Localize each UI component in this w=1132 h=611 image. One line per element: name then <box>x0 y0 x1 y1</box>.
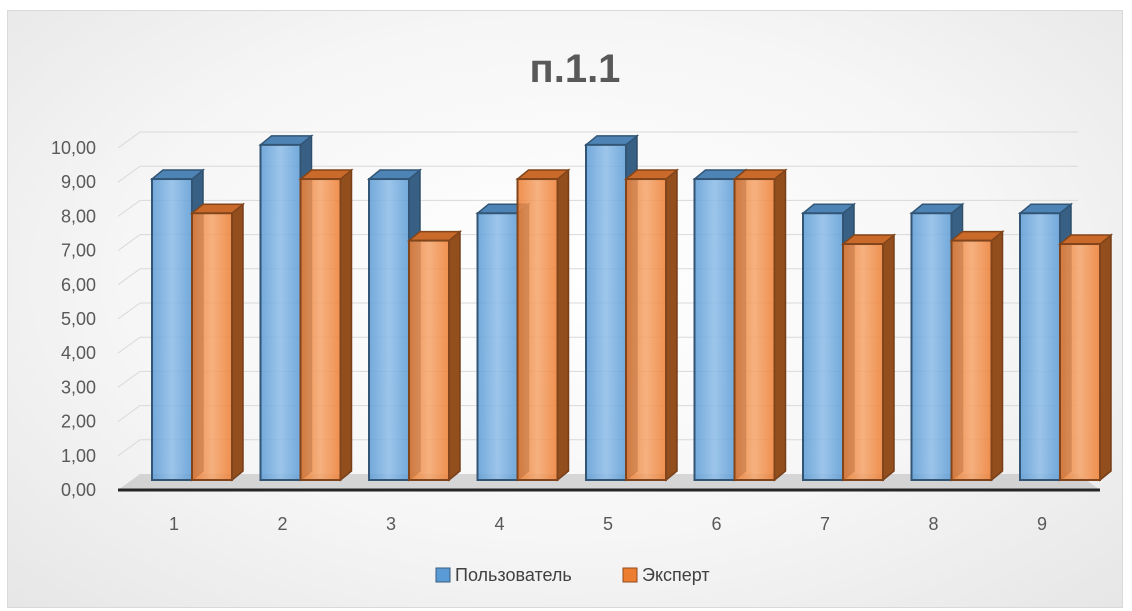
y-tick-label: 5,00 <box>61 309 96 329</box>
x-tick-label: 3 <box>386 514 396 534</box>
x-axis: 1 2 3 4 5 6 7 8 9 <box>169 514 1047 534</box>
bar-user-1-front <box>151 178 193 481</box>
x-tick-label: 5 <box>603 514 613 534</box>
bar-expert-9-side <box>1099 233 1112 482</box>
y-tick-label: 1,00 <box>61 446 96 466</box>
bar-user-8-front <box>910 212 953 482</box>
y-tick-label: 9,00 <box>61 172 96 192</box>
bar-expert-7-front <box>842 243 884 481</box>
bar-expert-2-side <box>339 168 353 482</box>
bar-user-3-front <box>368 178 410 481</box>
bar-expert-7 <box>840 233 897 482</box>
x-tick-label: 6 <box>711 514 721 534</box>
bar-expert-1 <box>189 202 246 482</box>
y-tick-label: 4,00 <box>61 343 96 363</box>
bar-expert-5-front <box>625 178 667 481</box>
legend-user-swatch <box>435 567 451 583</box>
bar-expert-9-front <box>1059 243 1101 481</box>
bar-expert-6-side <box>773 168 787 482</box>
bar-expert-2-front <box>299 178 342 481</box>
gridline <box>117 165 1078 183</box>
y-axis: 0,00 1,00 2,00 3,00 4,00 5,00 6,00 7,00 8,00 9,00… <box>51 138 96 500</box>
bar-user-2-front <box>259 143 302 481</box>
bar-expert-3 <box>406 230 463 482</box>
bar-expert-5 <box>623 168 680 482</box>
bar-user-7-front <box>802 212 844 482</box>
bar-expert-3-front <box>408 239 450 481</box>
x-tick-label: 1 <box>169 514 179 534</box>
x-tick-label: 9 <box>1037 514 1047 534</box>
y-tick-label: 6,00 <box>61 275 96 295</box>
bar-expert-6-front <box>733 178 776 481</box>
bars <box>149 134 1114 482</box>
bar-expert-2 <box>298 168 354 482</box>
bar-expert-8-side <box>990 230 1004 482</box>
y-tick-label: 7,00 <box>61 241 96 261</box>
y-tick-label: 10,00 <box>51 138 96 158</box>
legend: Пользователь Эксперт <box>435 565 710 585</box>
bar-expert-1-front <box>191 212 233 482</box>
bar-expert-5-side <box>665 168 678 482</box>
bar-expert-1-side <box>231 202 244 482</box>
bar-user-6-front <box>693 178 736 481</box>
bar-expert-4-front <box>516 178 559 481</box>
bar-user-4-front <box>476 212 519 482</box>
x-tick-label: 2 <box>277 514 287 534</box>
legend-user: Пользователь <box>435 565 572 585</box>
y-tick-label: 8,00 <box>61 206 96 226</box>
bar-expert-8 <box>949 230 1005 482</box>
x-tick-label: 8 <box>928 514 938 534</box>
bar-user-5-front <box>585 143 627 481</box>
bar-expert-3-side <box>448 230 461 482</box>
gridline <box>117 131 1078 149</box>
legend-expert: Эксперт <box>622 565 710 585</box>
bar-expert-8-front <box>950 239 993 481</box>
bar-expert-7-side <box>882 233 895 482</box>
y-tick-label: 3,00 <box>61 377 96 397</box>
y-tick-label: 0,00 <box>61 480 96 500</box>
legend-user-label: Пользователь <box>455 565 572 585</box>
bar-expert-9 <box>1057 233 1114 482</box>
x-tick-label: 7 <box>820 514 830 534</box>
legend-expert-label: Эксперт <box>642 565 710 585</box>
bar-expert-4-side <box>556 168 570 482</box>
y-tick-label: 2,00 <box>61 412 96 432</box>
x-tick-label: 4 <box>494 514 504 534</box>
bar-expert-4 <box>515 168 571 482</box>
chart-title: п.1.1 <box>530 47 621 91</box>
bar-expert-6 <box>732 168 788 482</box>
bar-user-9-front <box>1019 212 1061 482</box>
legend-expert-swatch <box>622 567 638 583</box>
